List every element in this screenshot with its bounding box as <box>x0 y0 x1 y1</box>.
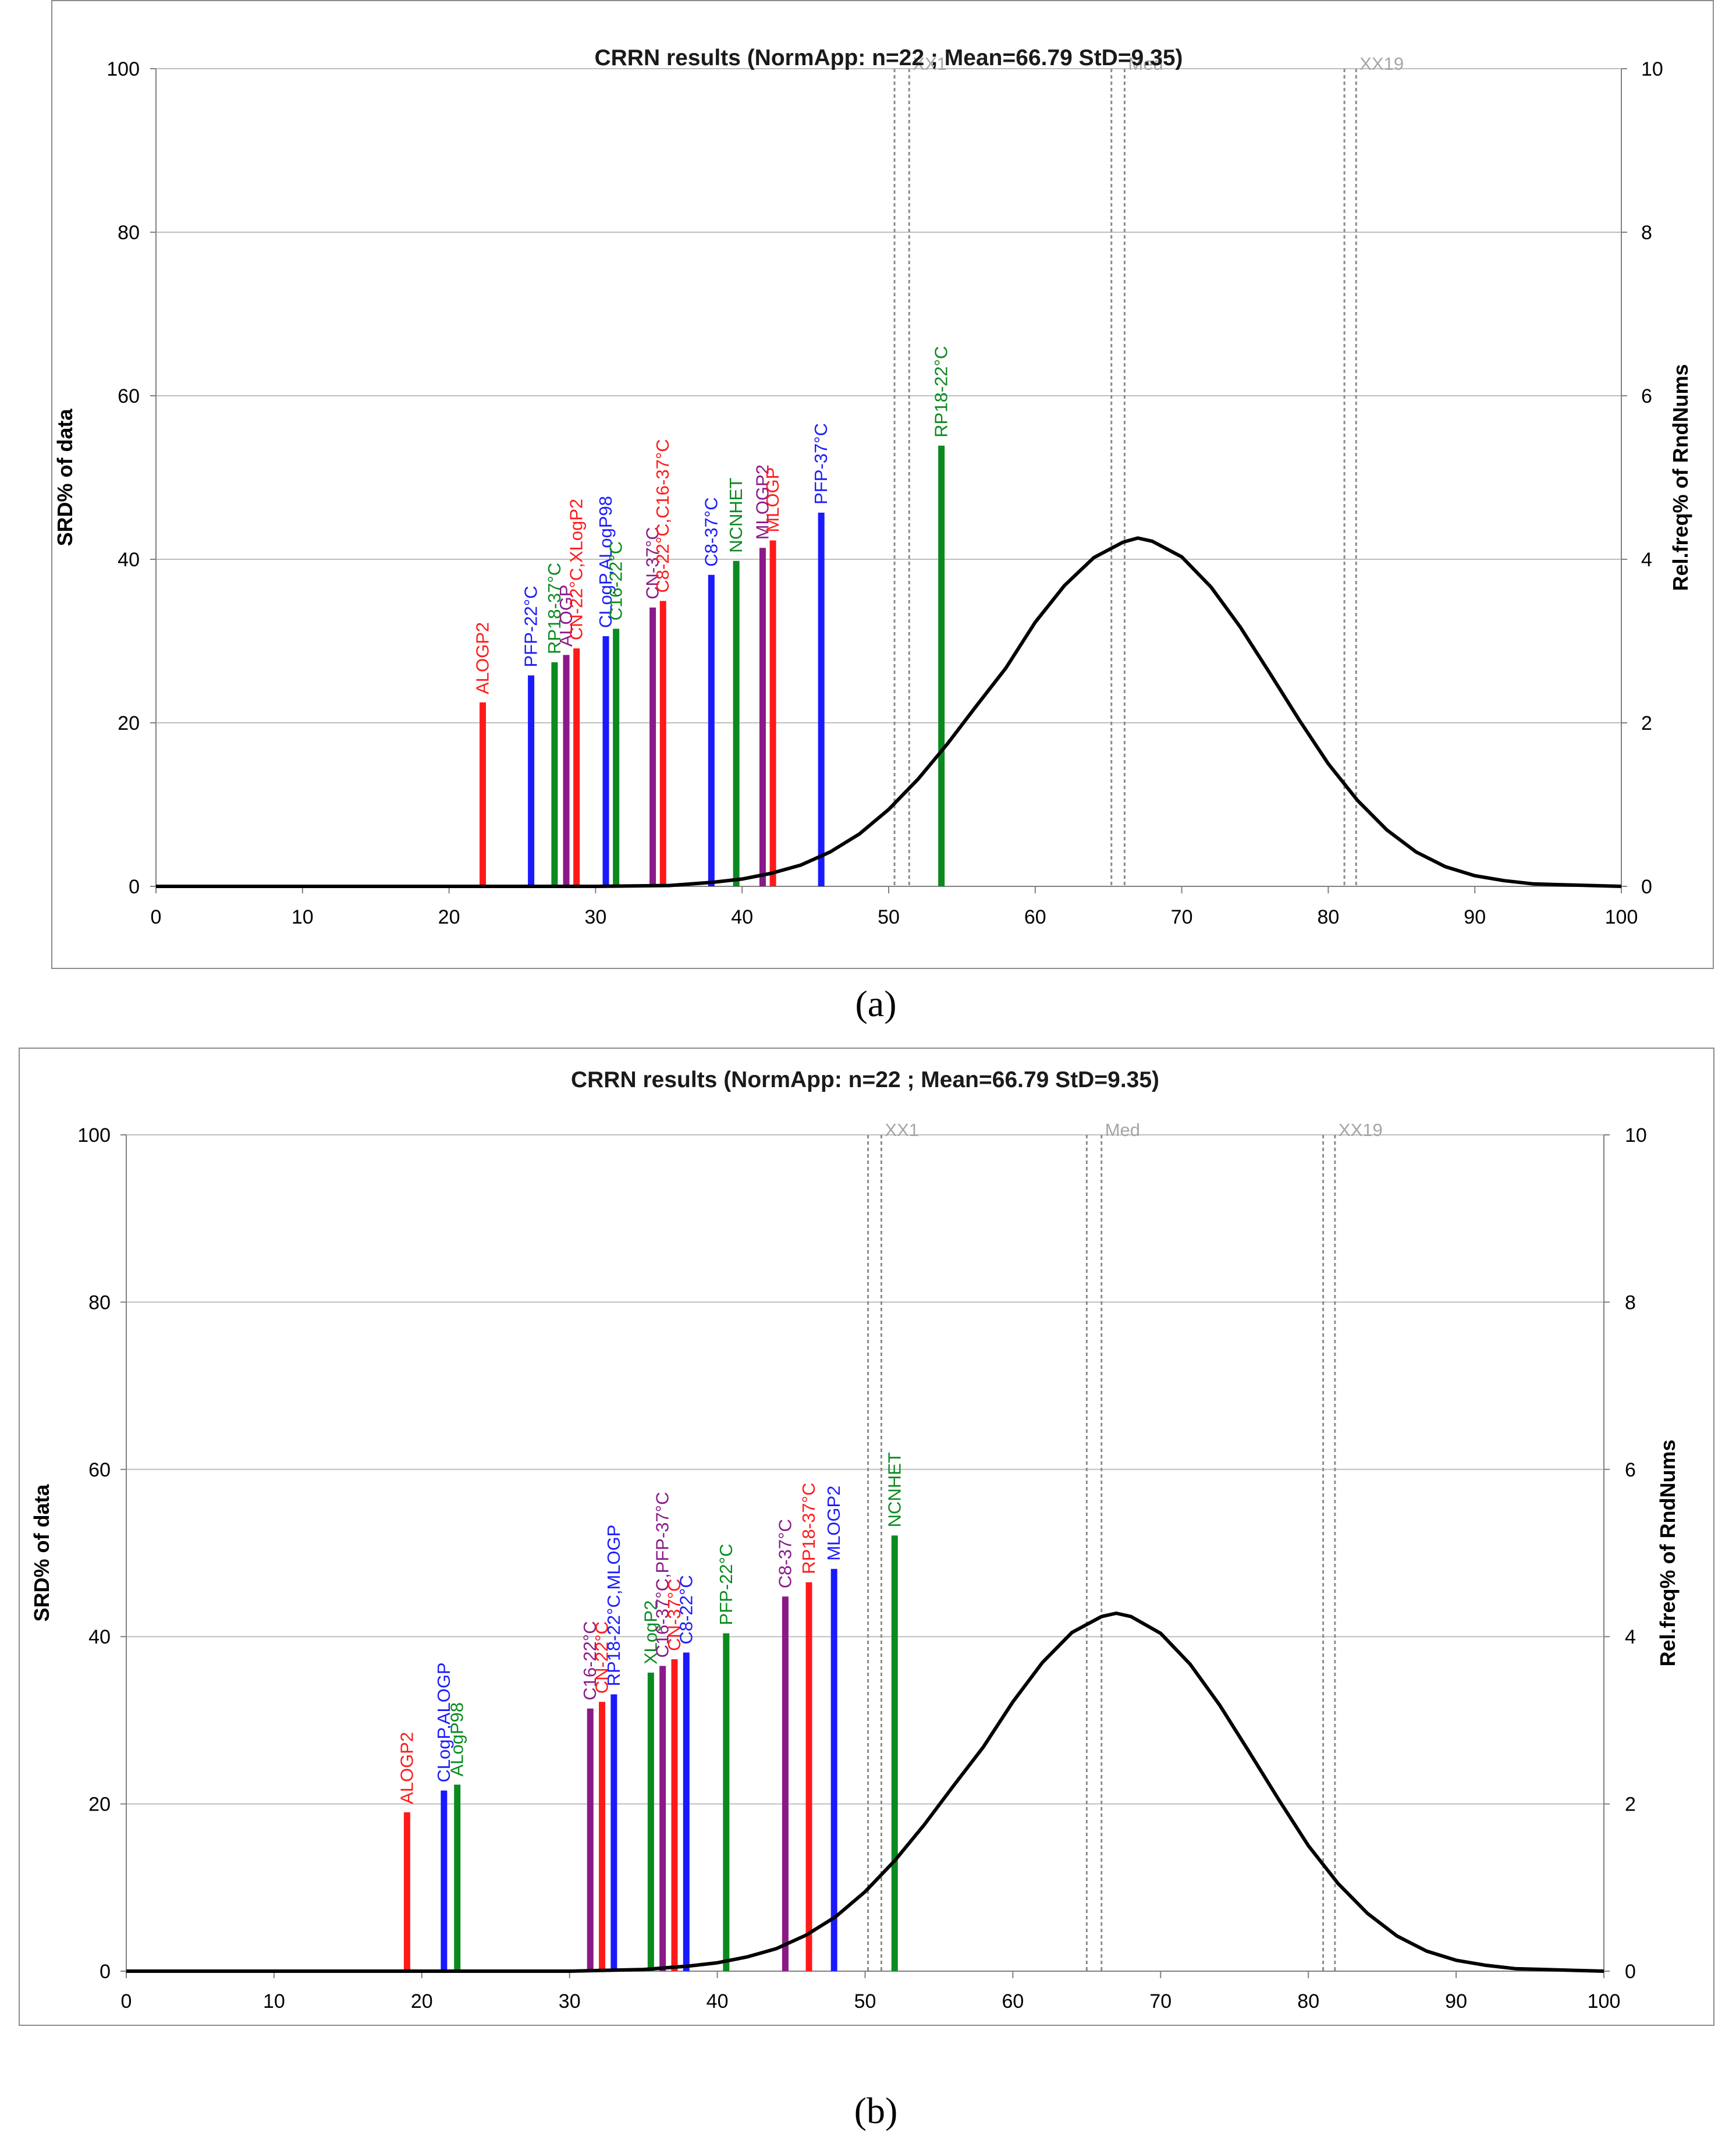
b-y-tick-label: 0 <box>100 1961 111 1983</box>
b-y-tick-label: 80 <box>88 1291 111 1314</box>
b-marker-label: XX1 <box>885 1120 919 1140</box>
b-y-tick-label: 40 <box>88 1626 111 1648</box>
b-x-tick-label: 10 <box>263 1990 285 2012</box>
a-bar-label: C8-22°C,C16-37°C <box>652 439 673 592</box>
b-distribution-curve <box>126 1612 1604 1973</box>
a-y-tick-label: 20 <box>118 712 140 734</box>
a-x-tick-label: 60 <box>1024 906 1046 928</box>
b-marker-label: XX19 <box>1339 1120 1383 1140</box>
a-x-tick-label: 20 <box>438 906 460 928</box>
a-y2-tick-label: 4 <box>1641 549 1652 571</box>
b-bar-label: RP18-37°C <box>798 1483 819 1574</box>
a-y-axis-title: SRD% of data <box>53 409 77 546</box>
a-y-tick-label: 100 <box>106 58 140 80</box>
a-x-tick-label: 90 <box>1464 906 1486 928</box>
a-bar-label: PFP-37°C <box>811 423 831 505</box>
b-y-tick-label: 20 <box>88 1794 111 1816</box>
a-y-tick-label: 80 <box>118 222 140 244</box>
b-x-tick-label: 20 <box>411 1990 433 2012</box>
b-chart-title: CRRN results (NormApp: n=22 ; Mean=66.79… <box>571 1067 1159 1092</box>
b-y-tick-label: 60 <box>88 1459 111 1481</box>
a-bar-label: ALOGP <box>556 585 576 647</box>
a-bar-label: CLogP,ALogP98 <box>595 496 616 628</box>
b-x-tick-label: 50 <box>854 1990 876 2012</box>
a-marker-label: Med <box>1128 54 1163 74</box>
b-y-axis-title: SRD% of data <box>30 1484 54 1622</box>
a-y-tick-label: 0 <box>129 876 140 898</box>
b-y2-tick-label: 4 <box>1625 1626 1636 1648</box>
b-x-tick-label: 30 <box>559 1990 581 2012</box>
b-bar-label: C8-37°C <box>775 1519 795 1588</box>
a-x-tick-label: 0 <box>151 906 162 928</box>
b-bar-label: C8-22°C <box>676 1575 696 1644</box>
a-bar-label: MLOGP2 <box>752 464 772 539</box>
a-x-tick-label: 80 <box>1317 906 1339 928</box>
a-x-tick-label: 40 <box>731 906 753 928</box>
b-x-tick-label: 0 <box>121 1990 132 2012</box>
b-y2-tick-label: 0 <box>1625 1961 1636 1983</box>
a-y2-tick-label: 2 <box>1641 712 1652 734</box>
b-x-tick-label: 100 <box>1588 1990 1621 2012</box>
a-bar-label: NCNHET <box>726 478 746 553</box>
b-x-tick-label: 60 <box>1002 1990 1024 2012</box>
a-x-tick-label: 10 <box>292 906 314 928</box>
a-bar-label: C8-37°C <box>701 497 721 566</box>
b-bar-label: CLogP,ALOGP <box>434 1662 454 1782</box>
b-bar-label: CN-22°C <box>592 1621 612 1694</box>
a-y2-axis-title: Rel.freq% of RndNums <box>1668 364 1692 591</box>
b-bar-label: CN-37°C <box>664 1579 684 1651</box>
b-bar-label: C16-37°C,PFP-37°C <box>652 1492 673 1658</box>
b-x-tick-label: 80 <box>1297 1990 1319 2012</box>
a-y-tick-label: 40 <box>118 549 140 571</box>
b-y2-tick-label: 10 <box>1625 1124 1647 1147</box>
b-bar-label: RP18-22°C,MLOGP <box>603 1525 624 1687</box>
a-bar-label: RP18-22°C <box>931 346 952 438</box>
b-bar-label: XLogP2 <box>640 1600 661 1664</box>
b-bar-label: ALogP98 <box>447 1702 467 1777</box>
b-bar-label: NCNHET <box>884 1452 904 1527</box>
b-bar-label: ALOGP2 <box>396 1732 417 1804</box>
chart-frame-b <box>19 1048 1714 2026</box>
b-y2-tick-label: 8 <box>1625 1291 1636 1314</box>
b-y2-tick-label: 2 <box>1625 1794 1636 1816</box>
a-distribution-curve <box>156 536 1622 888</box>
a-bar-label: PFP-22°C <box>521 586 541 668</box>
a-bar-label: ALOGP2 <box>473 622 493 694</box>
a-y2-tick-label: 8 <box>1641 222 1652 244</box>
a-marker-label: XX19 <box>1359 54 1404 74</box>
a-bar-label: CN-22°C,XLogP2 <box>566 499 587 640</box>
a-y-tick-label: 60 <box>118 385 140 407</box>
b-y-tick-label: 100 <box>77 1124 111 1147</box>
a-bar-label: RP18-37°C <box>544 563 565 654</box>
b-bar-label: PFP-22°C <box>716 1544 736 1625</box>
b-bar-label: C16-22°C <box>580 1621 600 1700</box>
chart-frame-a <box>51 0 1714 969</box>
a-marker-label: XX1 <box>913 54 947 74</box>
a-x-tick-label: 30 <box>584 906 606 928</box>
b-bar-label: MLOGP2 <box>823 1486 844 1561</box>
a-x-tick-label: 50 <box>878 906 900 928</box>
a-bar-label: CN-37°C <box>642 527 663 599</box>
caption-b: (b) <box>854 2090 898 2131</box>
caption-a: (a) <box>855 983 897 1024</box>
b-x-tick-label: 70 <box>1149 1990 1171 2012</box>
a-bar-label: C16-22°C <box>606 541 626 620</box>
b-y2-axis-title: Rel.freq% of RndNums <box>1656 1439 1680 1666</box>
b-y2-tick-label: 6 <box>1625 1459 1636 1481</box>
a-chart-title: CRRN results (NormApp: n=22 ; Mean=66.79… <box>594 45 1183 70</box>
a-x-tick-label: 70 <box>1171 906 1193 928</box>
a-y2-tick-label: 0 <box>1641 876 1652 898</box>
a-y2-tick-label: 6 <box>1641 385 1652 407</box>
b-marker-label: Med <box>1105 1120 1140 1140</box>
b-x-tick-label: 90 <box>1445 1990 1467 2012</box>
a-bar-label: MLOGP <box>762 467 783 533</box>
a-y2-tick-label: 10 <box>1641 58 1663 80</box>
a-x-tick-label: 100 <box>1605 906 1638 928</box>
b-x-tick-label: 40 <box>707 1990 729 2012</box>
